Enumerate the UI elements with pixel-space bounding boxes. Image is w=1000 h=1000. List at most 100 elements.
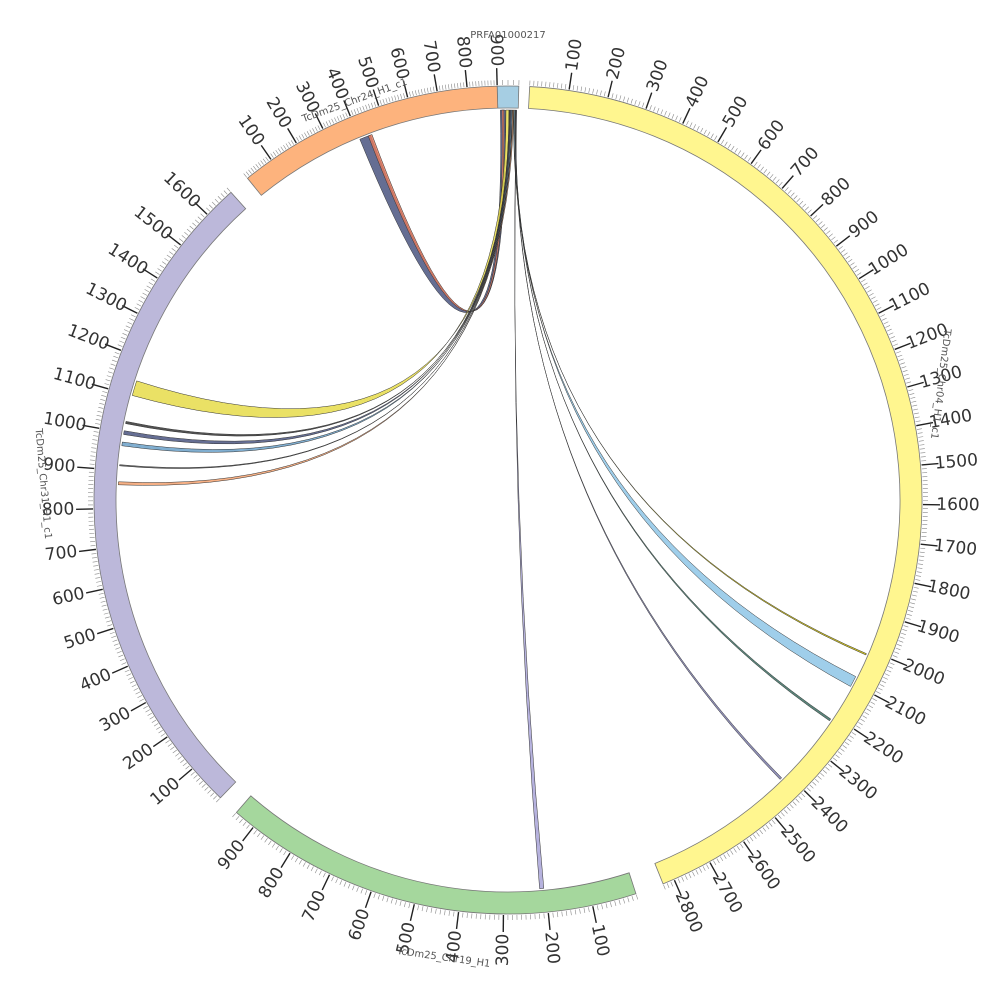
major-tick xyxy=(709,862,719,878)
ticks-layer: 100 200 300 4005006007008009001000110012001… xyxy=(42,34,980,967)
minor-tick xyxy=(827,763,833,768)
tick-label: 900 xyxy=(486,34,507,67)
tick-label: 500 xyxy=(353,54,382,91)
minor-tick xyxy=(856,272,862,276)
minor-tick xyxy=(714,135,718,141)
minor-tick xyxy=(131,684,137,688)
minor-tick xyxy=(408,903,411,909)
minor-tick xyxy=(270,153,274,158)
tick-label: 100 xyxy=(562,37,587,72)
minor-tick xyxy=(793,195,798,200)
minor-tick xyxy=(207,789,212,794)
minor-tick xyxy=(235,815,240,821)
minor-tick xyxy=(815,218,820,223)
minor-tick xyxy=(909,393,915,395)
minor-tick xyxy=(119,340,125,344)
minor-tick xyxy=(169,251,174,255)
tick-label: 1500 xyxy=(130,202,176,244)
tick-label: 2500 xyxy=(776,821,819,867)
minor-tick xyxy=(95,577,101,579)
major-tick xyxy=(260,145,272,160)
major-tick xyxy=(916,421,934,427)
minor-tick xyxy=(552,912,554,918)
minor-tick xyxy=(716,858,720,864)
minor-tick xyxy=(107,624,113,627)
minor-tick xyxy=(649,105,652,111)
minor-tick xyxy=(421,906,424,912)
minor-tick xyxy=(260,160,264,165)
minor-tick xyxy=(601,904,603,910)
minor-tick xyxy=(451,83,453,89)
minor-tick xyxy=(689,122,693,128)
minor-tick xyxy=(155,271,160,275)
minor-tick xyxy=(350,110,354,116)
major-tick xyxy=(372,89,380,106)
minor-tick xyxy=(145,709,150,713)
minor-tick xyxy=(605,903,608,909)
major-tick xyxy=(878,304,895,314)
minor-tick xyxy=(400,93,403,99)
major-tick xyxy=(568,72,573,90)
minor-tick xyxy=(754,161,758,167)
minor-tick xyxy=(731,145,735,151)
major-tick xyxy=(810,203,824,217)
minor-tick xyxy=(713,860,717,866)
minor-tick xyxy=(105,379,111,382)
minor-tick xyxy=(362,105,365,111)
minor-tick xyxy=(879,684,885,687)
minor-tick xyxy=(124,329,129,332)
minor-tick xyxy=(919,551,925,553)
tick-label: 900 xyxy=(214,836,250,874)
minor-tick xyxy=(429,87,432,93)
minor-tick xyxy=(298,135,302,141)
minor-tick xyxy=(580,86,583,92)
minor-tick xyxy=(592,88,594,94)
minor-tick xyxy=(91,557,98,559)
minor-tick xyxy=(395,899,398,905)
ideogram-layer xyxy=(93,85,923,915)
major-tick xyxy=(717,126,728,143)
minor-tick xyxy=(913,586,919,589)
minor-tick xyxy=(257,832,261,838)
minor-tick xyxy=(153,723,159,727)
minor-tick xyxy=(821,224,826,229)
minor-tick xyxy=(353,109,357,114)
minor-tick xyxy=(196,777,201,782)
minor-tick xyxy=(265,156,269,162)
major-tick xyxy=(343,100,351,117)
major-tick xyxy=(920,543,938,547)
minor-tick xyxy=(756,832,760,837)
major-tick xyxy=(921,462,939,466)
minor-tick xyxy=(747,157,752,162)
minor-tick xyxy=(847,259,853,263)
minor-tick xyxy=(208,204,213,209)
major-tick xyxy=(78,548,97,553)
minor-tick xyxy=(213,795,218,800)
minor-tick xyxy=(192,222,197,227)
minor-tick xyxy=(553,82,555,88)
major-tick xyxy=(321,874,331,891)
minor-tick xyxy=(255,164,259,169)
minor-tick xyxy=(733,848,737,853)
minor-tick xyxy=(373,893,376,899)
minor-tick xyxy=(918,559,924,561)
major-tick xyxy=(280,852,291,868)
minor-tick xyxy=(412,90,414,96)
minor-tick xyxy=(840,249,846,253)
minor-tick xyxy=(796,198,801,203)
minor-tick xyxy=(871,296,876,300)
minor-tick xyxy=(822,769,828,774)
minor-tick xyxy=(119,658,125,662)
minor-tick xyxy=(896,644,902,647)
minor-tick xyxy=(833,239,838,244)
major-tick xyxy=(891,658,908,667)
minor-tick xyxy=(394,95,397,101)
minor-tick xyxy=(812,781,817,786)
minor-tick xyxy=(702,866,706,871)
minor-tick xyxy=(570,910,572,916)
minor-tick xyxy=(920,547,926,549)
major-tick xyxy=(781,175,794,189)
minor-tick xyxy=(90,451,96,453)
minor-tick xyxy=(700,127,704,133)
